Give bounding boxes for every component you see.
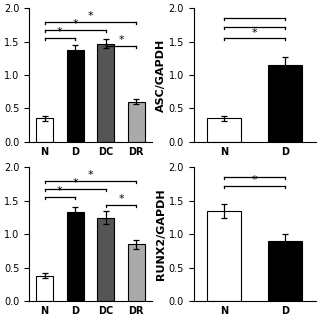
Bar bbox=[36, 276, 53, 301]
Bar bbox=[268, 241, 302, 301]
Text: *: * bbox=[88, 170, 93, 180]
Text: *: * bbox=[72, 19, 78, 29]
Y-axis label: ASC/GAPDH: ASC/GAPDH bbox=[156, 38, 166, 112]
Bar bbox=[97, 44, 114, 142]
Bar bbox=[67, 212, 84, 301]
Bar bbox=[36, 118, 53, 142]
Text: *: * bbox=[252, 28, 258, 37]
Bar bbox=[67, 50, 84, 142]
Text: *: * bbox=[118, 194, 124, 204]
Bar bbox=[268, 65, 302, 142]
Text: *: * bbox=[72, 178, 78, 188]
Y-axis label: RUNX2/GAPDH: RUNX2/GAPDH bbox=[156, 188, 166, 280]
Bar bbox=[97, 218, 114, 301]
Bar bbox=[128, 244, 145, 301]
Bar bbox=[128, 102, 145, 142]
Text: *: * bbox=[88, 11, 93, 21]
Bar bbox=[207, 118, 241, 142]
Bar bbox=[207, 211, 241, 301]
Text: *: * bbox=[118, 35, 124, 45]
Text: *: * bbox=[252, 175, 258, 186]
Text: *: * bbox=[57, 27, 63, 37]
Text: *: * bbox=[57, 186, 63, 196]
